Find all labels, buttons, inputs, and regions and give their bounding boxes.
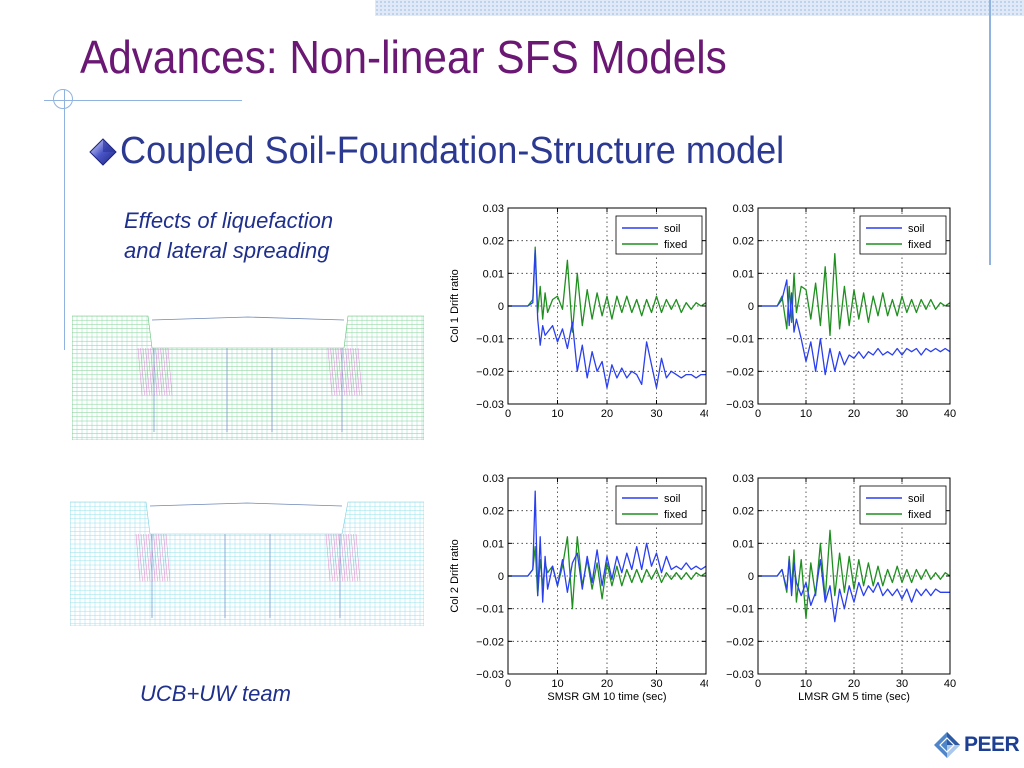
series-line-soil (758, 279, 951, 376)
y-tick-label: 0.03 (483, 473, 504, 485)
x-tick-label: 10 (551, 408, 563, 420)
soil-mesh-figure-top (72, 315, 424, 440)
x-axis-label: LMSR GM 5 time (sec) (798, 691, 910, 703)
legend-label-fixed: fixed (664, 509, 687, 521)
y-tick-label: 0 (748, 301, 754, 313)
y-tick-label: 0.01 (733, 538, 754, 550)
x-tick-label: 0 (755, 408, 761, 420)
legend-label-fixed: fixed (664, 239, 687, 251)
decor-vertical-line-left (64, 90, 65, 350)
y-tick-label: −0.02 (726, 366, 754, 378)
drift-chart-col2-smsr: 0 10 20 30 40 0.03 0.02 0.01 0 −0.01 −0.02 −0.03 Col… (449, 473, 708, 703)
series-line-soil (758, 559, 950, 623)
decor-horizontal-line (44, 100, 242, 101)
y-tick-label: 0.03 (483, 203, 504, 215)
note-liquefaction: Effects of liquefaction and lateral spre… (124, 206, 424, 266)
drift-chart-col2-lmsr: 0 10 20 30 40 0.03 0.02 0.01 0 −0.01 −0.02 −0.03 LMS… (726, 473, 956, 703)
y-tick-label: −0.03 (476, 669, 504, 681)
bridge-deck (151, 316, 345, 321)
decor-vertical-line-right (989, 0, 991, 265)
y-tick-label: 0.01 (483, 538, 504, 550)
legend-label-fixed: fixed (908, 239, 931, 251)
series-line-fixed (508, 246, 707, 333)
legend-box (859, 215, 947, 255)
x-tick-label: 30 (650, 408, 662, 420)
x-tick-label: 20 (601, 408, 613, 420)
mesh-grid (72, 316, 424, 440)
series-line-soil (508, 490, 707, 603)
x-tick-label: 20 (848, 678, 860, 690)
y-axis-label: Col 1 Drift ratio (449, 269, 461, 342)
y-tick-label: −0.03 (726, 399, 754, 411)
y-tick-label: 0.02 (733, 506, 754, 518)
header-dot-band (375, 0, 1024, 16)
y-tick-label: 0.01 (733, 268, 754, 280)
y-tick-label: 0.02 (483, 236, 504, 248)
peer-logo: PEER (932, 730, 1020, 760)
logo-text: PEER (964, 733, 1020, 756)
y-tick-label: −0.01 (726, 604, 754, 616)
y-tick-label: −0.02 (476, 636, 504, 648)
y-tick-label: 0 (748, 571, 754, 583)
legend-box (859, 485, 947, 525)
y-tick-label: −0.02 (726, 636, 754, 648)
y-tick-label: 0.03 (733, 473, 754, 485)
y-tick-label: 0.03 (733, 203, 754, 215)
slide-title: Advances: Non-linear SFS Models (80, 31, 727, 83)
y-tick-label: −0.03 (476, 399, 504, 411)
bullet-item: Coupled Soil-Foundation-Structure model (86, 130, 819, 173)
y-tick-label: −0.03 (726, 669, 754, 681)
y-tick-label: 0.02 (483, 506, 504, 518)
legend-label-fixed: fixed (908, 509, 931, 521)
x-axis-label: SMSR GM 10 time (sec) (547, 691, 666, 703)
y-tick-label: 0 (498, 571, 504, 583)
y-tick-label: −0.01 (726, 334, 754, 346)
decor-circle (53, 89, 73, 109)
y-tick-label: 0 (498, 301, 504, 313)
x-tick-label: 30 (650, 678, 662, 690)
x-tick-label: 30 (896, 678, 908, 690)
x-tick-label: 40 (700, 408, 708, 420)
legend-box (615, 485, 703, 525)
y-tick-label: 0.02 (733, 236, 754, 248)
y-tick-label: −0.02 (476, 366, 504, 378)
x-tick-label: 0 (755, 678, 761, 690)
x-tick-label: 10 (800, 408, 812, 420)
peer-diamond-icon (934, 732, 960, 758)
legend-box (615, 215, 703, 255)
x-tick-label: 40 (944, 408, 956, 420)
soil-mesh-figure-bottom (70, 501, 424, 626)
note-line-1: Effects of liquefaction (124, 208, 334, 233)
legend-label-soil: soil (664, 223, 681, 235)
x-tick-label: 40 (700, 678, 708, 690)
legend-label-soil: soil (908, 223, 925, 235)
bullet-text: Coupled Soil-Foundation-Structure model (120, 130, 785, 172)
mesh-grid (70, 502, 424, 626)
bridge-deck (149, 502, 343, 507)
y-tick-label: 0.01 (483, 268, 504, 280)
legend-label-soil: soil (664, 493, 681, 505)
legend-label-soil: soil (908, 493, 925, 505)
series-line-fixed (758, 253, 951, 337)
x-tick-label: 30 (896, 408, 908, 420)
series-line-soil (508, 249, 706, 389)
mesh-outline (70, 501, 424, 626)
x-tick-label: 0 (505, 678, 511, 690)
x-tick-label: 10 (800, 678, 812, 690)
mesh-outline (72, 315, 424, 440)
x-tick-label: 0 (505, 408, 511, 420)
note-line-2: and lateral spreading (124, 238, 330, 263)
y-axis-label: Col 2 Drift ratio (449, 539, 461, 612)
x-tick-label: 20 (848, 408, 860, 420)
drift-chart-col1-lmsr: 0 10 20 30 40 0.03 0.02 0.01 0 −0.01 −0.02 −0.03 soi… (726, 203, 956, 420)
diamond-bullet-icon (89, 137, 117, 166)
team-credit: UCB+UW team (140, 681, 291, 706)
drift-chart-col1-smsr: 0 10 20 30 40 0.03 0.02 0.01 0 −0.01 −0.02 −0.03 Col… (449, 203, 708, 420)
x-tick-label: 20 (601, 678, 613, 690)
y-tick-label: −0.01 (476, 334, 504, 346)
x-tick-label: 40 (944, 678, 956, 690)
x-tick-label: 10 (551, 678, 563, 690)
y-tick-label: −0.01 (476, 604, 504, 616)
